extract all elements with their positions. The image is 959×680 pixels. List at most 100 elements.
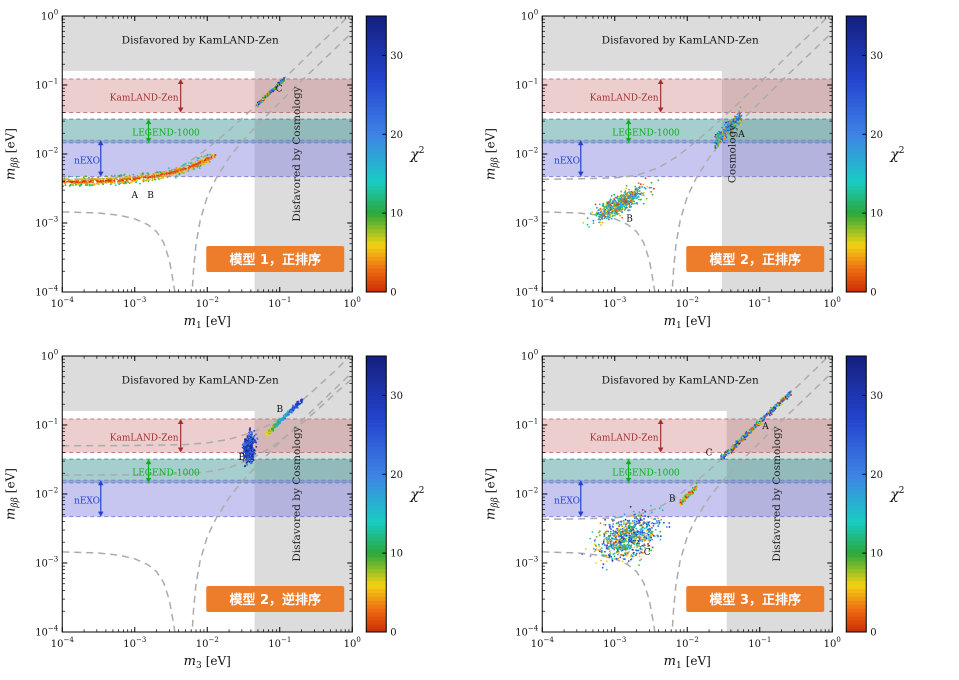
nexo-label: nEXO <box>554 157 580 167</box>
colorbar-tick-label: 30 <box>390 51 403 62</box>
tick-label: 100 <box>41 349 58 363</box>
legend-1000-band <box>62 119 353 143</box>
solution-label-A: A <box>761 422 769 432</box>
tick-label: 100 <box>41 9 58 23</box>
tick-label: 10−4 <box>35 285 59 299</box>
double-arrow-icon <box>657 419 663 453</box>
allowed-region-curve <box>62 378 353 476</box>
solution-label-C: C <box>643 548 650 558</box>
nexo-band <box>541 140 832 177</box>
disfavored-cosmology-label: Disfavored by Cosmology <box>291 426 303 561</box>
y-axis-label: mββ[eV] <box>483 128 500 180</box>
solution-label-C: C <box>276 85 283 95</box>
tick-label: 10−4 <box>51 296 75 310</box>
tick-label: 10−3 <box>603 636 626 650</box>
disfavored-cosmology-label: Cosmology <box>726 125 738 183</box>
y-axis-label: mββ[eV] <box>3 128 20 180</box>
kamland-zen-label: KamLAND-Zen <box>589 93 658 103</box>
tick-label: 10−3 <box>35 216 58 230</box>
double-arrow-icon <box>625 459 631 483</box>
colorbar-tick-label: 30 <box>870 51 883 62</box>
tick-label: 10−2 <box>675 636 698 650</box>
model-badge-label: 模型 1，正排序 <box>229 252 321 268</box>
scatter-cluster-2 <box>719 390 792 461</box>
nexo-label: nEXO <box>554 497 580 507</box>
solution-label-B: B <box>626 215 633 225</box>
tick-label: 100 <box>521 9 538 23</box>
y-axis-label: mββ[eV] <box>3 468 20 520</box>
kamland-zen-label: KamLAND-Zen <box>110 93 179 103</box>
allowed-region-curve <box>541 16 830 181</box>
solution-label-B: B <box>668 494 675 504</box>
disfavored-cosmology-label: Disfavored by Cosmology <box>770 426 782 561</box>
double-arrow-icon <box>625 119 631 143</box>
double-arrow-icon <box>177 419 184 453</box>
colorbar-tick-label: 20 <box>390 470 403 481</box>
tick-label: 10−2 <box>35 487 58 501</box>
tick-label: 10−2 <box>196 296 219 310</box>
allowed-region-curve <box>62 356 352 447</box>
disfavored-cosmology-label: Disfavored by Cosmology <box>291 86 303 221</box>
scatter-cluster-1 <box>678 482 697 506</box>
colorbar-axis-label: χ2 <box>409 146 424 163</box>
kamland-zen-band <box>62 79 353 113</box>
disfavored-kamland-label: Disfavored by KamLAND-Zen <box>122 374 279 386</box>
legend-1000-band <box>541 119 832 143</box>
colorbar-axis-label: χ2 <box>889 486 904 503</box>
allowed-region-curve <box>670 31 832 292</box>
tick-label: 10−4 <box>515 285 539 299</box>
colorbar: 0 10 20 30 <box>365 355 403 639</box>
tick-label: 10−2 <box>675 296 698 310</box>
colorbar-tick-label: 10 <box>870 209 883 220</box>
tick-label: 10−1 <box>268 296 291 310</box>
scatter-cluster-0 <box>62 153 217 188</box>
tick-label: 10−3 <box>35 556 58 570</box>
tick-label: 10−4 <box>515 625 539 639</box>
panel-model2-normal-ordering: Disfavored by KamLAND-Zen Cosmology KamLAN… <box>483 9 904 332</box>
x-axis-label: m1 [eV] <box>184 314 231 331</box>
scatter-cluster-1 <box>713 106 742 149</box>
model-badge-label: 模型 2，逆排序 <box>229 592 321 608</box>
solution-label-B: B <box>239 453 246 463</box>
tick-label: 10−1 <box>515 78 538 92</box>
tick-label: 10−4 <box>51 636 75 650</box>
tick-label: 100 <box>823 296 840 310</box>
colorbar-tick-label: 10 <box>390 209 403 220</box>
legend-1000-label: LEGEND-1000 <box>132 128 200 138</box>
tick-label: 10−1 <box>35 418 58 432</box>
kamland-zen-band <box>541 419 832 453</box>
tick-label: 10−1 <box>748 296 771 310</box>
legend-1000-band <box>62 459 353 483</box>
allowed-region-curve <box>191 371 353 632</box>
allowed-region-curve <box>62 211 176 292</box>
colorbar-tick-label: 30 <box>390 391 403 402</box>
solution-label-A: A <box>737 130 745 140</box>
tick-label: 100 <box>823 636 840 650</box>
model-badge <box>685 246 824 272</box>
double-arrow-icon <box>145 119 152 143</box>
allowed-region-curve <box>541 211 656 292</box>
y-axis-label: mββ[eV] <box>483 468 500 520</box>
double-arrow-icon <box>657 79 663 113</box>
colorbar-axis-label: χ2 <box>409 486 424 503</box>
colorbar-tick-label: 10 <box>870 549 883 560</box>
tick-label: 100 <box>344 636 361 650</box>
panel-model3-normal-ordering: Disfavored by KamLAND-Zen Disfavored by C… <box>483 349 904 672</box>
kamland-zen-label: KamLAND-Zen <box>589 433 658 443</box>
solution-label-A: A <box>131 191 139 201</box>
kamland-zen-band <box>62 419 353 453</box>
kamland-zen-label: KamLAND-Zen <box>110 433 179 443</box>
tick-label: 100 <box>521 349 538 363</box>
tick-label: 10−3 <box>515 556 538 570</box>
allowed-region-curve <box>670 371 832 632</box>
double-arrow-icon <box>97 140 104 177</box>
scatter-cluster-0 <box>580 504 670 571</box>
model-badge-label: 模型 3，正排序 <box>709 592 801 608</box>
colorbar: 0 10 20 30 <box>845 355 883 639</box>
solution-label-C: C <box>705 449 712 459</box>
model-badge <box>206 586 345 612</box>
model-badge-label: 模型 2，正排序 <box>709 252 801 268</box>
solution-label-B: B <box>147 191 154 201</box>
scatter-cluster-1 <box>255 77 285 108</box>
